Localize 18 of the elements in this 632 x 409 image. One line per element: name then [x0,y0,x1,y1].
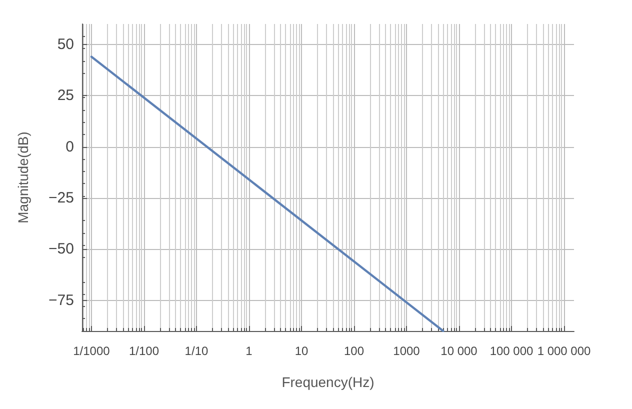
x-tick-label: 1 000 000 [537,344,592,358]
x-tick-label: 100 000 [490,344,534,358]
y-tick-label: −50 [48,240,74,258]
y-tick-label: 0 [66,138,74,156]
y-tick-label: −75 [48,292,74,309]
y-tick-label: −25 [48,189,74,206]
x-tick-label: 1 [246,344,253,358]
y-tick-label: 25 [57,87,74,104]
x-tick-label: 10 [294,344,308,358]
y-axis-title: Magnitude(dB) [15,132,31,224]
y-tick-label: 50 [57,36,74,53]
x-tick-label: 1/1000 [73,344,110,358]
x-tick-label: 100 [344,344,364,358]
x-tick-label: 1/10 [184,344,208,358]
x-axis-title: Frequency(Hz) [282,374,374,390]
x-tick-label: 1000 [393,344,420,358]
x-tick-label: 1/100 [128,344,160,358]
x-tick-label: 10 000 [440,344,478,358]
